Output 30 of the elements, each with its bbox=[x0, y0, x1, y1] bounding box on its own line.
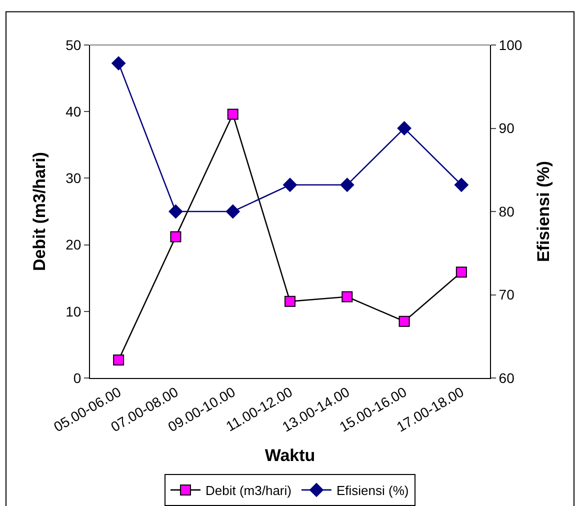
x-axis-title: Waktu bbox=[264, 446, 316, 466]
point bbox=[227, 108, 238, 120]
point bbox=[168, 204, 183, 218]
y-tick-label: 20 bbox=[66, 236, 82, 253]
y-tick-label: 50 bbox=[66, 36, 82, 53]
point bbox=[112, 56, 126, 70]
y-tick-label: 30 bbox=[66, 170, 82, 186]
y2-tick-label: 90 bbox=[498, 120, 515, 136]
y-tick-label: 10 bbox=[66, 303, 82, 320]
point bbox=[456, 266, 467, 278]
point bbox=[397, 121, 412, 136]
point bbox=[340, 178, 354, 192]
point bbox=[113, 354, 124, 366]
legend-label: Efisiensi (%) bbox=[336, 483, 409, 498]
legend-label: Debit (m3/hari) bbox=[206, 483, 292, 498]
y2-axis-title: Efisiensi (%) bbox=[534, 160, 553, 262]
point bbox=[454, 178, 468, 192]
point bbox=[398, 316, 410, 327]
y-tick-label: 0 bbox=[73, 370, 82, 386]
point bbox=[170, 231, 182, 242]
point bbox=[342, 291, 353, 302]
y2-tick-label: 80 bbox=[498, 203, 515, 220]
point bbox=[283, 178, 297, 192]
y2-tick-label: 70 bbox=[498, 286, 515, 303]
y2-tick-label: 100 bbox=[498, 36, 522, 53]
point bbox=[226, 204, 240, 218]
y-axis-title: Debit (m3/hari) bbox=[30, 152, 50, 272]
y-tick-label: 40 bbox=[66, 104, 82, 120]
y2-tick-label: 60 bbox=[498, 370, 515, 386]
point bbox=[284, 296, 296, 307]
